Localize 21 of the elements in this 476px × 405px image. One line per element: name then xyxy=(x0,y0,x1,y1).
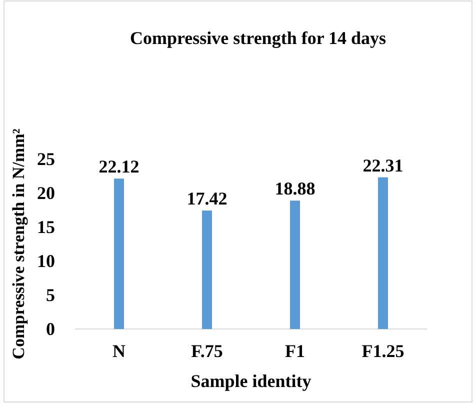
y-tick-label: 25 xyxy=(37,149,55,169)
data-label: 22.31 xyxy=(362,155,404,176)
x-tick-label: N xyxy=(112,341,126,361)
data-label: 22.12 xyxy=(98,156,140,177)
y-tick-label: 15 xyxy=(37,217,55,237)
y-tick-label: 0 xyxy=(46,319,55,339)
x-tick-label: F1 xyxy=(285,341,305,361)
x-tick-label: F1.25 xyxy=(362,341,404,361)
x-tick-label: F.75 xyxy=(191,341,223,361)
bar xyxy=(202,210,212,329)
bar xyxy=(114,178,124,329)
y-axis-title: Compressive strength in N/mm² xyxy=(9,128,28,360)
bar xyxy=(378,177,388,329)
bar xyxy=(290,200,300,329)
y-tick-label: 20 xyxy=(37,183,55,203)
chart-title: Compressive strength for 14 days xyxy=(130,28,386,48)
y-tick-label: 10 xyxy=(37,251,55,271)
y-tick-label: 5 xyxy=(46,285,55,305)
x-axis-title: Sample identity xyxy=(190,371,312,391)
data-label: 18.88 xyxy=(274,178,316,199)
data-label: 17.42 xyxy=(186,188,228,209)
